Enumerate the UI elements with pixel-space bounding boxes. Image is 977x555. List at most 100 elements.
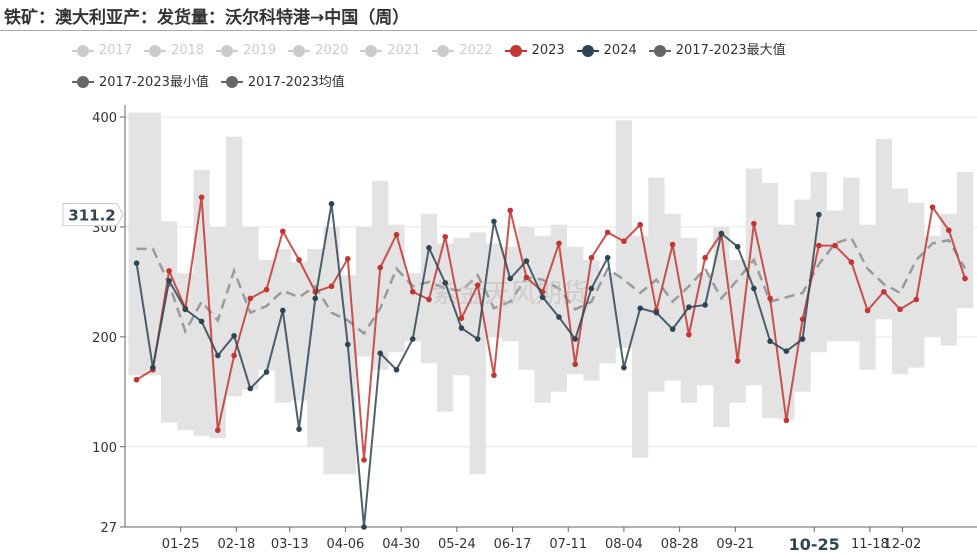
data-point-2024[interactable]: [572, 336, 578, 342]
data-point-2023[interactable]: [231, 352, 237, 359]
legend-item-2017-2023均值[interactable]: 2017-2023均值: [220, 68, 345, 97]
data-point-2024[interactable]: [247, 385, 254, 392]
data-point-2024[interactable]: [409, 336, 416, 342]
data-point-2023[interactable]: [588, 254, 595, 261]
data-point-2023[interactable]: [166, 268, 172, 274]
data-point-2023[interactable]: [377, 264, 384, 271]
data-point-2023[interactable]: [556, 240, 562, 247]
legend-item-2024[interactable]: 2024: [576, 36, 637, 65]
legend-item-2019[interactable]: 2019: [216, 36, 276, 65]
data-point-2024[interactable]: [328, 201, 335, 207]
data-point-2023[interactable]: [669, 241, 676, 248]
data-point-2024[interactable]: [393, 367, 400, 373]
data-point-2023[interactable]: [572, 361, 578, 368]
data-point-2024[interactable]: [588, 285, 595, 292]
data-point-2023[interactable]: [945, 227, 952, 234]
data-point-2024[interactable]: [507, 275, 514, 282]
data-point-2023[interactable]: [344, 255, 351, 262]
data-point-2023[interactable]: [962, 275, 968, 282]
data-point-2023[interactable]: [198, 194, 205, 201]
data-point-2023[interactable]: [848, 259, 855, 265]
data-point-2024[interactable]: [539, 294, 546, 301]
legend-item-2023[interactable]: 2023: [504, 36, 565, 65]
data-point-2023[interactable]: [621, 238, 627, 245]
data-point-2023[interactable]: [133, 376, 140, 383]
data-point-2024[interactable]: [718, 230, 725, 237]
data-point-2023[interactable]: [864, 307, 871, 314]
data-point-2024[interactable]: [669, 326, 676, 332]
data-point-2023[interactable]: [686, 331, 692, 338]
data-point-2023[interactable]: [507, 207, 514, 214]
data-point-2024[interactable]: [474, 336, 481, 342]
data-point-2024[interactable]: [150, 364, 156, 371]
data-point-2024[interactable]: [491, 218, 497, 225]
data-point-2023[interactable]: [263, 286, 270, 293]
data-point-2023[interactable]: [474, 282, 481, 288]
data-point-2024[interactable]: [783, 348, 790, 354]
legend-item-2021[interactable]: 2021: [360, 36, 420, 65]
data-point-2023[interactable]: [328, 283, 335, 290]
data-point-2024[interactable]: [556, 314, 562, 320]
data-point-2023[interactable]: [279, 228, 286, 235]
data-point-2024[interactable]: [767, 338, 773, 345]
data-point-2024[interactable]: [198, 318, 205, 325]
data-point-2024[interactable]: [166, 277, 172, 284]
data-point-2024[interactable]: [312, 295, 319, 302]
data-point-2023[interactable]: [897, 306, 903, 313]
data-point-2023[interactable]: [491, 372, 497, 379]
legend-item-2018[interactable]: 2018: [144, 36, 204, 65]
data-point-2024[interactable]: [344, 341, 351, 348]
data-point-2023[interactable]: [702, 254, 708, 261]
data-point-2024[interactable]: [296, 426, 302, 432]
data-point-2023[interactable]: [881, 288, 887, 295]
data-point-2023[interactable]: [913, 296, 920, 303]
data-point-2023[interactable]: [783, 417, 790, 424]
data-point-2023[interactable]: [409, 288, 416, 295]
legend-item-2017-2023最小值[interactable]: 2017-2023最小值: [72, 68, 209, 97]
data-point-2023[interactable]: [247, 295, 254, 302]
data-point-2024[interactable]: [215, 352, 221, 359]
legend-item-2022[interactable]: 2022: [432, 36, 493, 65]
data-point-2024[interactable]: [279, 307, 286, 314]
data-point-2024[interactable]: [377, 350, 384, 357]
data-point-2023[interactable]: [523, 274, 530, 281]
data-point-2023[interactable]: [361, 457, 367, 463]
data-point-2024[interactable]: [686, 304, 692, 310]
data-point-2024[interactable]: [621, 364, 627, 371]
data-point-2023[interactable]: [296, 257, 302, 263]
data-point-2024[interactable]: [751, 285, 757, 292]
data-point-2024[interactable]: [799, 336, 806, 342]
data-point-2023[interactable]: [816, 242, 822, 249]
data-point-2023[interactable]: [929, 204, 936, 210]
data-point-2024[interactable]: [442, 280, 449, 286]
data-point-2024[interactable]: [361, 524, 367, 530]
data-point-2024[interactable]: [523, 258, 530, 264]
data-point-2024[interactable]: [604, 254, 611, 261]
legend-label: 2020: [315, 43, 349, 58]
data-point-2024[interactable]: [133, 260, 140, 266]
data-point-2024[interactable]: [637, 305, 643, 312]
legend-item-2017-2023最大值[interactable]: 2017-2023最大值: [648, 36, 786, 65]
data-point-2024[interactable]: [702, 302, 708, 308]
data-point-2023[interactable]: [442, 234, 449, 240]
data-point-2024[interactable]: [231, 332, 237, 339]
data-point-2024[interactable]: [426, 245, 432, 251]
data-point-2023[interactable]: [734, 358, 741, 364]
data-point-2024[interactable]: [734, 243, 741, 250]
data-point-2023[interactable]: [767, 295, 773, 302]
data-point-2023[interactable]: [215, 427, 221, 434]
data-point-2023[interactable]: [832, 242, 838, 249]
data-point-2024[interactable]: [263, 369, 270, 375]
legend-item-2017[interactable]: 2017: [72, 36, 132, 65]
data-point-2024[interactable]: [182, 306, 189, 313]
data-point-2023[interactable]: [637, 221, 643, 228]
data-point-2023[interactable]: [458, 315, 465, 321]
data-point-2023[interactable]: [751, 220, 757, 227]
data-point-2023[interactable]: [393, 231, 400, 238]
data-point-2023[interactable]: [604, 229, 611, 236]
data-point-2024[interactable]: [653, 309, 660, 316]
legend-item-2020[interactable]: 2020: [288, 36, 348, 65]
data-point-2024[interactable]: [458, 325, 465, 331]
data-point-2024[interactable]: [816, 211, 822, 218]
data-point-2023[interactable]: [426, 296, 432, 303]
